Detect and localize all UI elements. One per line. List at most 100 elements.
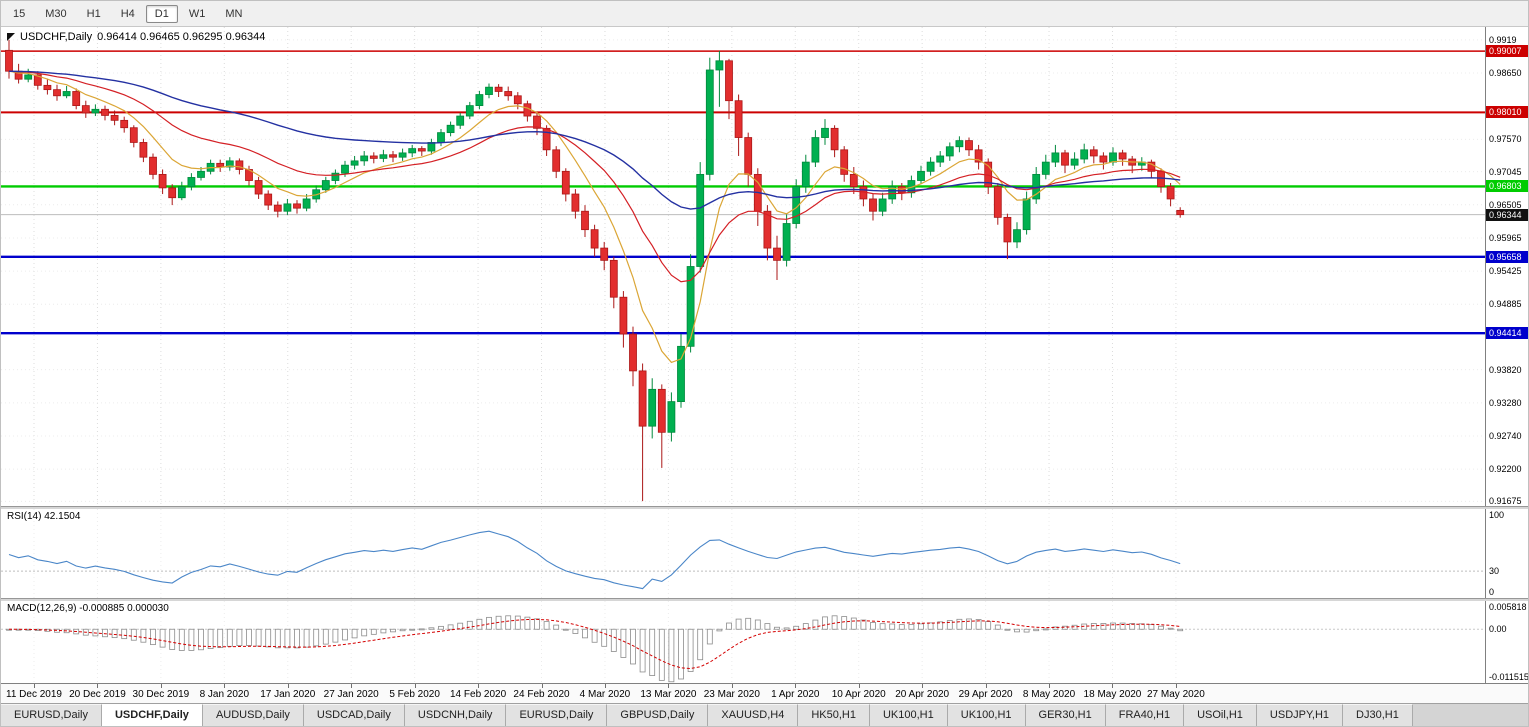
rsi-axis-label: 0 (1489, 587, 1495, 597)
rsi-panel: RSI(14) 42.1504 100 30 0 (1, 509, 1528, 598)
date-label: 5 Feb 2020 (389, 689, 440, 700)
panel-splitter[interactable] (1, 598, 1528, 601)
time-axis-tick (351, 684, 353, 688)
chart-tab[interactable]: EURUSD,Daily (506, 704, 608, 726)
date-label: 27 Jan 2020 (323, 689, 379, 700)
timeframe-button-MN[interactable]: MN (225, 7, 243, 20)
chart-tab[interactable]: DJ30,H1 (1343, 704, 1413, 726)
chart-tab[interactable]: EURUSD,Daily (1, 704, 102, 726)
rsi-axis[interactable]: 100 30 0 (1485, 509, 1528, 598)
time-axis-tick (1049, 684, 1051, 688)
rsi-title: RSI(14) 42.1504 (7, 511, 81, 522)
price-axis-label: 0.96505 (1489, 199, 1522, 210)
timeframe-button-H1[interactable]: H1 (86, 7, 101, 20)
date-label: 14 Feb 2020 (449, 689, 507, 700)
time-axis-tick (795, 684, 797, 688)
price-axis-label: 0.94885 (1489, 299, 1522, 310)
candlestick-chart[interactable] (1, 27, 1485, 506)
timeframe-button-H4[interactable]: H4 (120, 7, 135, 20)
chart-arrow-icon (7, 33, 15, 41)
rsi-axis-label: 30 (1489, 566, 1500, 577)
line-price-tag: 0.99007 (1486, 45, 1528, 58)
price-axis-label: 0.97045 (1489, 166, 1522, 177)
chart-tab[interactable]: AUDUSD,Daily (202, 704, 304, 726)
date-label: 20 Apr 2020 (895, 689, 950, 700)
rsi-axis-label: 100 (1489, 510, 1505, 520)
date-label: 24 Feb 2020 (513, 689, 570, 700)
macd-panel: MACD(12,26,9) -0.000885 0.000030 0.00581… (1, 601, 1529, 683)
date-label: 17 Jan 2020 (260, 689, 316, 700)
date-label: 29 Apr 2020 (958, 689, 1013, 700)
chart-tab[interactable]: USDCHF,Daily (101, 704, 203, 726)
chart-ohlc-values: 0.96414 0.96465 0.96295 0.96344 (97, 31, 266, 43)
macd-title: MACD(12,26,9) -0.000885 0.000030 (7, 603, 169, 614)
chart-tab[interactable]: UK100,H1 (947, 704, 1026, 726)
time-axis-tick (1175, 684, 1177, 688)
chart-tab[interactable]: XAUUSD,H4 (708, 704, 799, 726)
time-axis-tick (985, 684, 987, 688)
macd-chart[interactable] (1, 601, 1485, 683)
chart-tab[interactable]: HK50,H1 (798, 704, 870, 726)
chart-tab[interactable]: UK100,H1 (869, 704, 948, 726)
timeframe-button-D1[interactable]: D1 (145, 4, 178, 23)
chart-title: USDCHF,Daily 0.96414 0.96465 0.96295 0.9… (7, 31, 265, 43)
line-price-tag: 0.95658 (1486, 250, 1528, 263)
chart-tab[interactable]: USDJPY,H1 (1256, 704, 1344, 726)
date-label: 8 May 2020 (1022, 689, 1076, 700)
line-price-tag: 0.94414 (1486, 327, 1528, 340)
price-axis-label: 0.95425 (1489, 266, 1522, 277)
date-label: 23 Mar 2020 (703, 689, 760, 700)
chart-tabs-bar: EURUSD,Daily USDCHF,Daily AUDUSD,Daily USDC… (1, 703, 1528, 726)
date-label: 8 Jan 2020 (199, 689, 250, 700)
timeframe-button-M30[interactable]: M30 (45, 7, 67, 20)
timeframe-toolbar: 15 M30 H1 H4 D1 W1 MN (1, 1, 1528, 27)
chart-tab[interactable]: USDCNH,Daily (404, 704, 507, 726)
price-axis-label: 0.91675 (1489, 496, 1522, 507)
date-label: 11 Dec 2019 (6, 689, 62, 700)
macd-axis-label: -0.011515 (1489, 672, 1529, 682)
time-axis-tick (541, 684, 543, 688)
date-label: 27 May 2020 (1146, 689, 1205, 700)
macd-axis[interactable]: 0.005818 0.00 -0.011515 (1485, 601, 1529, 683)
time-axis-tick (34, 684, 35, 688)
bid-price-tag: 0.96344 (1486, 208, 1528, 221)
line-price-tag: 0.98010 (1486, 106, 1528, 119)
time-axis-tick (414, 684, 416, 688)
price-axis-label: 0.92200 (1489, 464, 1522, 475)
time-axis-tick (1112, 684, 1114, 688)
time-axis-tick (478, 684, 480, 688)
macd-axis-label: 0.00 (1489, 624, 1507, 635)
panel-splitter[interactable] (1, 506, 1528, 509)
time-axis-tick (97, 684, 99, 688)
chart-tab[interactable]: FRA40,H1 (1105, 704, 1185, 726)
chart-tab[interactable]: USOil,H1 (1184, 704, 1257, 726)
chart-tab[interactable]: GER30,H1 (1025, 704, 1106, 726)
time-axis-tick (287, 684, 289, 688)
chart-symbol-period: USDCHF,Daily (20, 31, 93, 43)
time-axis-tick (668, 684, 670, 688)
date-label: 20 Dec 2019 (69, 689, 126, 700)
price-axis-label: 0.98650 (1489, 68, 1522, 79)
price-axis-label: 0.9919 (1489, 34, 1517, 45)
price-axis-label: 0.95965 (1489, 232, 1522, 243)
chart-tab[interactable]: USDCAD,Daily (303, 704, 405, 726)
price-axis-label: 0.93820 (1489, 364, 1522, 375)
line-price-tag: 0.96803 (1486, 180, 1528, 193)
time-axis-tick (604, 684, 606, 688)
timeframe-button-W1[interactable]: W1 (188, 7, 206, 20)
date-label: 30 Dec 2019 (132, 689, 190, 700)
time-axis-tick (731, 684, 733, 688)
time-axis[interactable]: 11 Dec 2019 20 Dec 2019 30 Dec 2019 8 Jan 2… (1, 683, 1528, 703)
price-axis-label: 0.92740 (1489, 430, 1522, 441)
date-label: 10 Apr 2020 (831, 689, 886, 700)
date-label: 4 Mar 2020 (579, 689, 631, 700)
price-axis[interactable]: 0.9919 0.98650 0.97570 0.97045 0.96505 0.9596… (1485, 27, 1528, 507)
date-label: 1 Apr 2020 (771, 689, 820, 700)
timeframe-button-15[interactable]: 15 (13, 7, 26, 20)
rsi-chart[interactable] (1, 509, 1485, 598)
price-axis-label: 0.97570 (1489, 134, 1522, 145)
time-axis-tick (224, 684, 226, 688)
chart-tab[interactable]: GBPUSD,Daily (607, 704, 709, 726)
price-axis-label: 0.93280 (1489, 397, 1522, 408)
date-label: 18 May 2020 (1083, 689, 1142, 700)
